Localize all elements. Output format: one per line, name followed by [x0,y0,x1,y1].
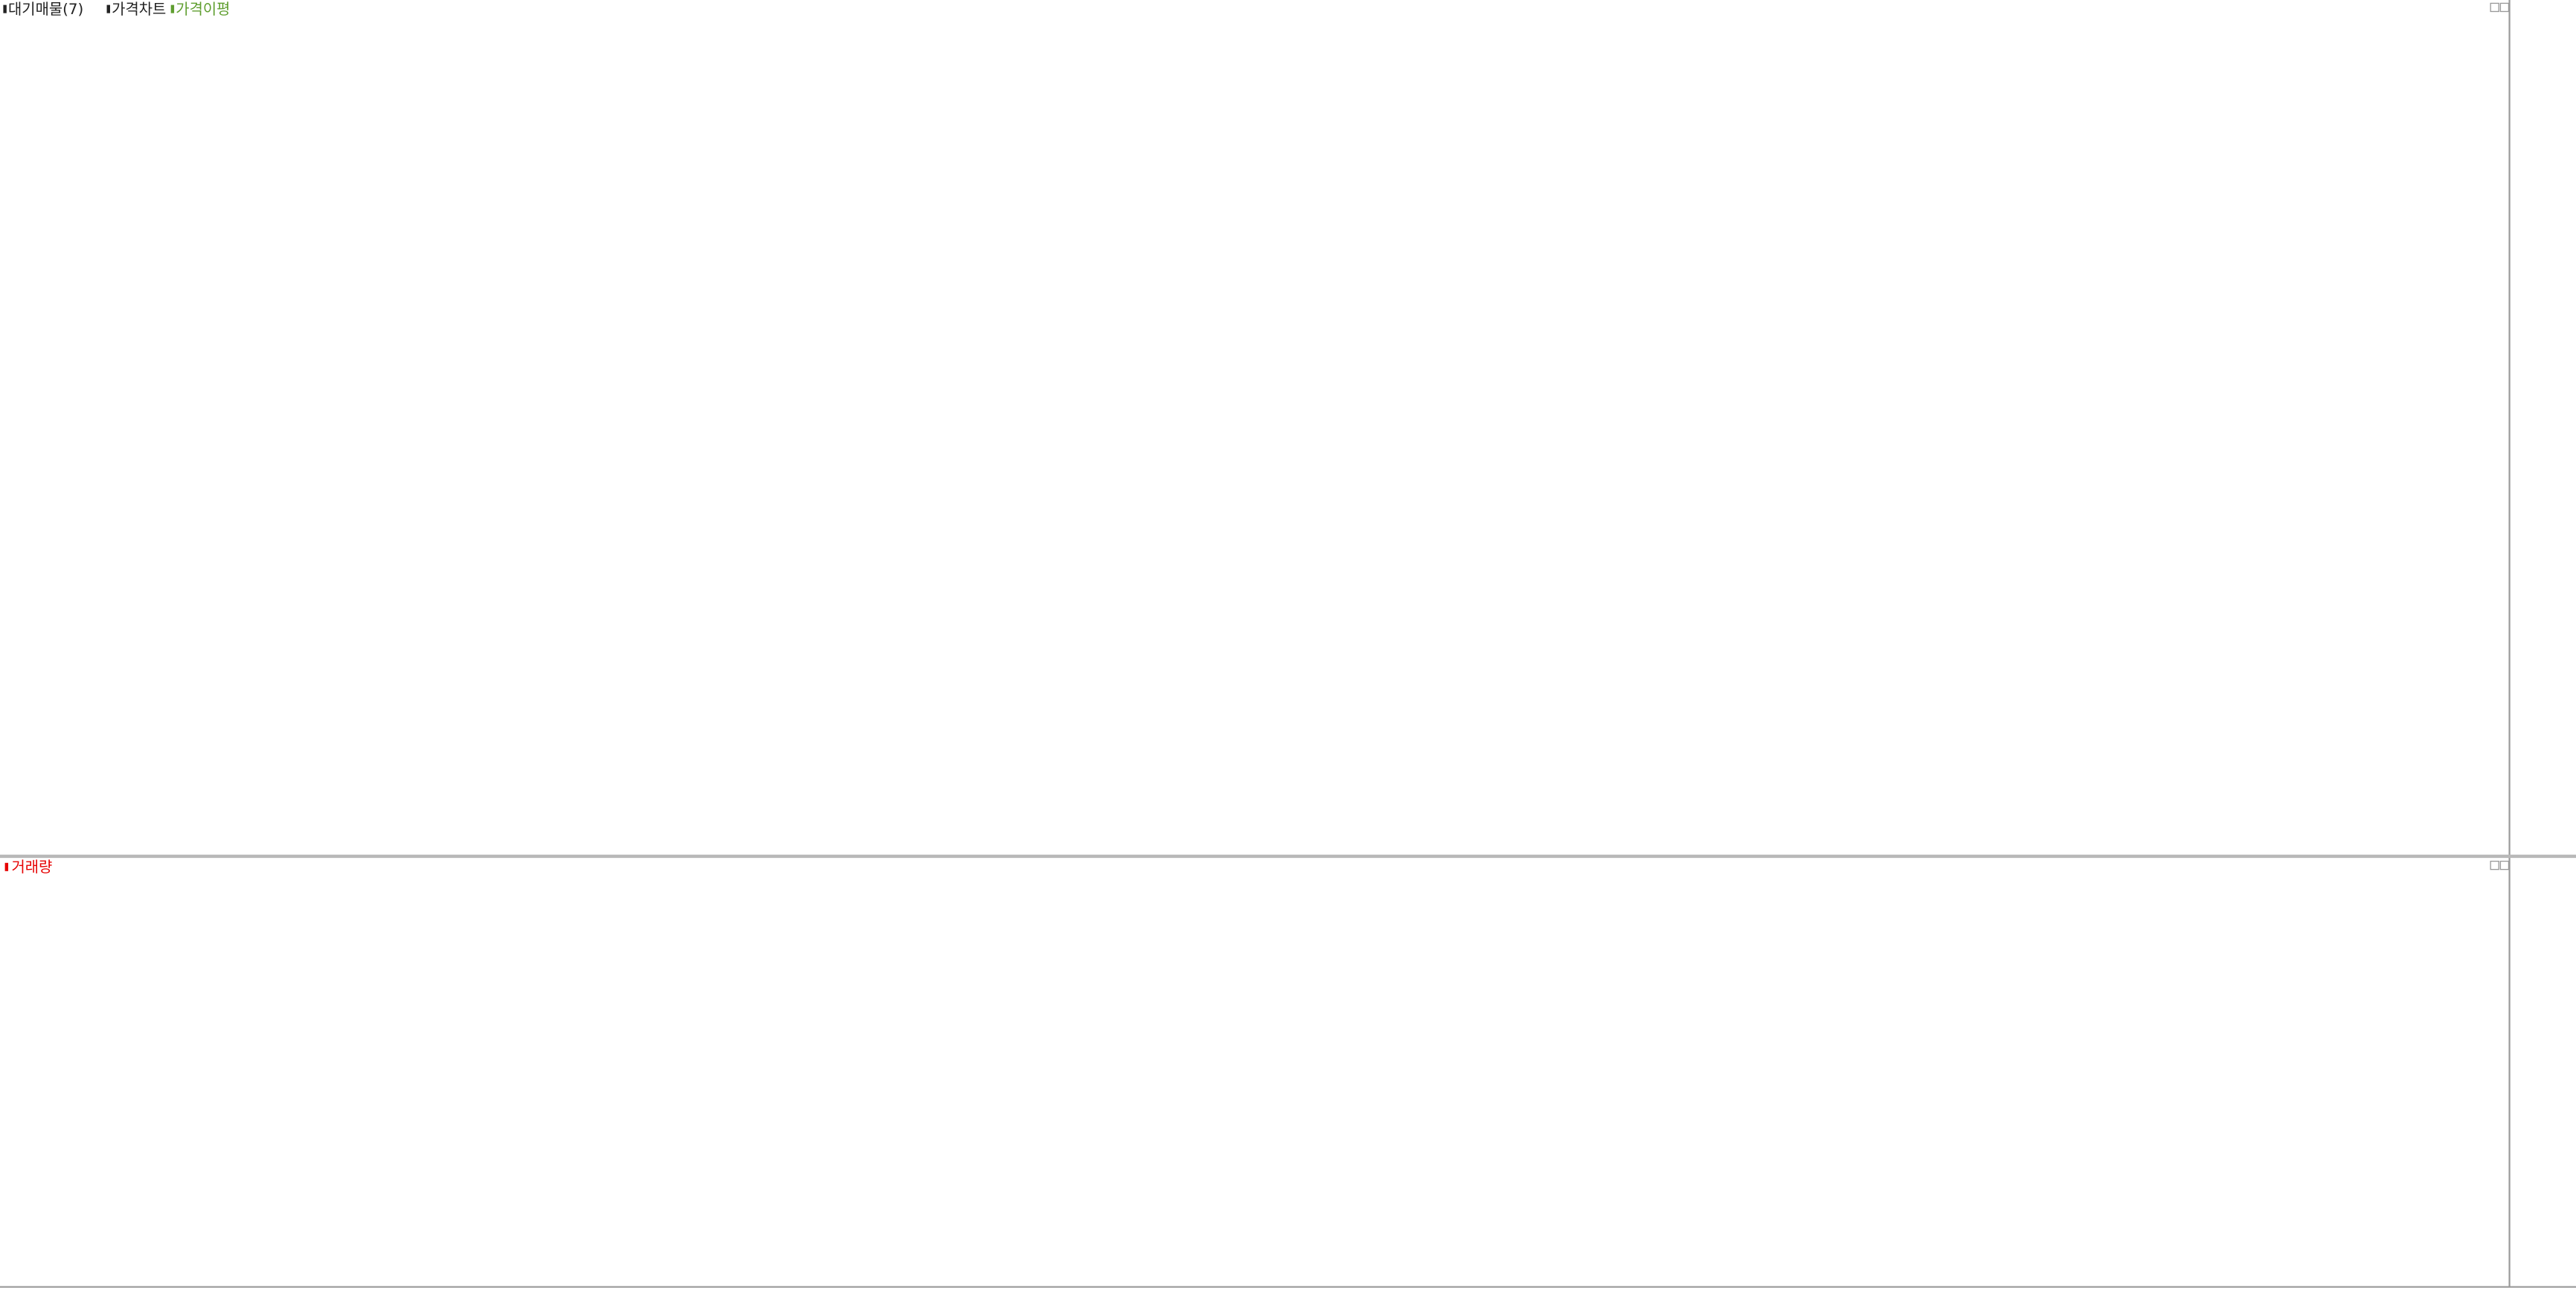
volume-title: 거래량 [11,859,52,876]
panel-icon[interactable] [2490,2,2499,13]
legend-marker [4,862,9,871]
legend-marker [3,4,7,13]
header-label: 가격이평 [176,1,230,18]
legend-marker [106,4,110,13]
legend-marker [170,4,175,13]
panel-icon[interactable] [2499,860,2510,870]
panel-separator [0,854,2576,859]
panel-icon[interactable] [2499,2,2510,13]
header-label: 대기매물(7) [8,1,83,18]
panel-icon[interactable] [2490,860,2499,870]
header-label: 가격차트 [112,1,166,18]
